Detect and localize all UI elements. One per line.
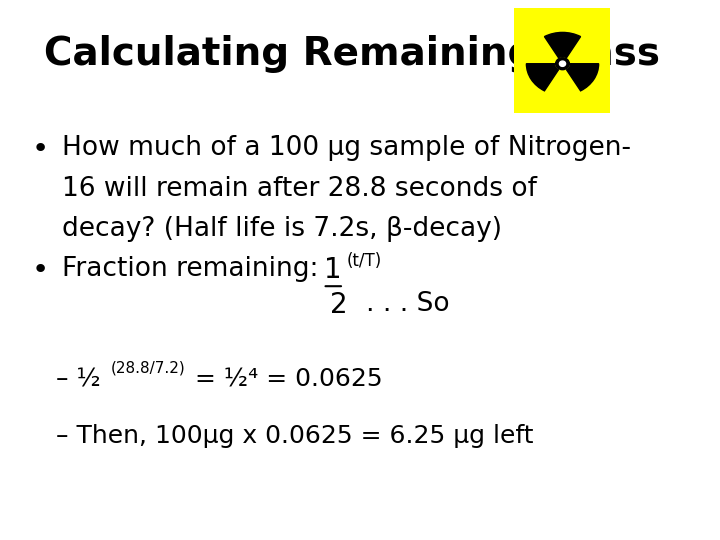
Text: •: • xyxy=(31,135,48,163)
Text: – ½: – ½ xyxy=(56,367,109,391)
Wedge shape xyxy=(526,64,559,91)
Wedge shape xyxy=(567,64,598,91)
Text: Calculating Remaining Mass: Calculating Remaining Mass xyxy=(44,35,660,73)
Text: – Then, 100μg x 0.0625 = 6.25 μg left: – Then, 100μg x 0.0625 = 6.25 μg left xyxy=(56,424,534,448)
Text: •: • xyxy=(31,256,48,285)
Text: How much of a 100 μg sample of Nitrogen-: How much of a 100 μg sample of Nitrogen- xyxy=(63,135,631,161)
Text: Fraction remaining:: Fraction remaining: xyxy=(63,256,319,282)
Text: . . . So: . . . So xyxy=(366,291,450,316)
Wedge shape xyxy=(544,32,580,58)
Text: 2: 2 xyxy=(330,291,347,319)
Text: decay? (Half life is 7.2s, β-decay): decay? (Half life is 7.2s, β-decay) xyxy=(63,216,503,242)
Text: (28.8/7.2): (28.8/7.2) xyxy=(111,360,186,375)
Text: = ½⁴ = 0.0625: = ½⁴ = 0.0625 xyxy=(187,367,382,391)
Circle shape xyxy=(559,61,566,66)
Text: 16 will remain after 28.8 seconds of: 16 will remain after 28.8 seconds of xyxy=(63,176,537,201)
Circle shape xyxy=(556,58,570,70)
Bar xyxy=(514,8,611,113)
Text: (t/T): (t/T) xyxy=(346,252,382,270)
Text: 1: 1 xyxy=(324,256,341,285)
